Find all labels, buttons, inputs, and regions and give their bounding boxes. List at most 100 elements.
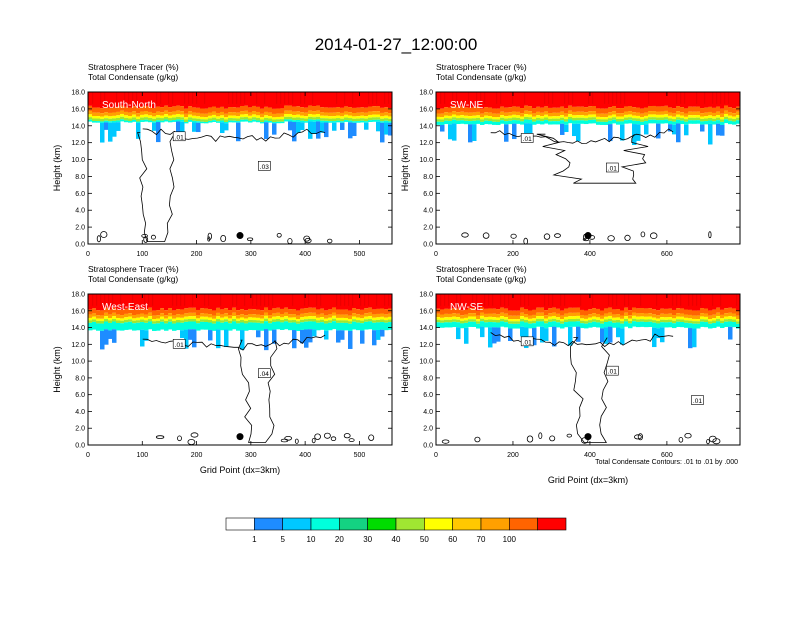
tracer-band-10 (672, 121, 677, 125)
tracer-band-70 (124, 106, 129, 112)
tracer-band-70 (584, 310, 589, 316)
tracer-band-10 (664, 322, 669, 328)
tracer-band-70 (152, 107, 157, 114)
tracer-band-60 (328, 112, 333, 117)
tracer-band-70 (476, 106, 481, 112)
tracer-band-60 (208, 314, 213, 318)
tracer-band-30 (728, 318, 733, 322)
tracer-band-40 (320, 115, 325, 119)
tracer-band-70 (268, 107, 273, 113)
tracer-streak (236, 92, 238, 104)
tracer-band-100 (528, 294, 533, 311)
tracer-streak (352, 92, 354, 104)
tracer-streak (312, 92, 314, 104)
tracer-band-100 (732, 92, 737, 109)
tracer-intrusion (320, 122, 325, 133)
tracer-band-30 (640, 119, 645, 122)
tracer-band-70 (108, 309, 113, 315)
tracer-band-40 (564, 116, 569, 120)
tracer-band-60 (728, 312, 733, 317)
tracer-band-40 (476, 115, 481, 118)
tracer-band-100 (724, 294, 729, 309)
tracer-band-100 (384, 294, 389, 310)
tracer-band-40 (172, 114, 177, 118)
tracer-band-100 (368, 92, 373, 107)
surface-contour (474, 436, 481, 443)
tracer-band-40 (312, 114, 317, 118)
tracer-band-30 (672, 320, 677, 324)
tracer-band-30 (444, 319, 449, 323)
tracer-band-100 (112, 92, 117, 108)
tracer-band-60 (260, 113, 265, 118)
tracer-band-40 (164, 318, 169, 321)
tracer-band-70 (196, 309, 201, 316)
tracer-intrusion (104, 329, 109, 345)
tracer-band-10 (168, 321, 173, 330)
tracer-band-70 (240, 105, 245, 112)
tracer-band-10 (480, 121, 485, 125)
tracer-band-60 (496, 314, 501, 318)
tracer-band-70 (284, 307, 289, 313)
tracer-band-10 (536, 321, 541, 327)
tracer-band-30 (648, 117, 653, 120)
tracer-band-10 (260, 121, 265, 124)
tracer-band-30 (476, 117, 481, 121)
y-tick-label: 2.0 (423, 225, 433, 232)
contour-label: .01 (608, 166, 617, 173)
tracer-band-60 (588, 314, 593, 318)
tracer-band-30 (464, 320, 469, 323)
tracer-band-70 (100, 310, 105, 316)
tracer-band-60 (100, 113, 105, 117)
tracer-band-10 (312, 119, 317, 122)
tracer-band-40 (272, 316, 277, 320)
tracer-band-40 (548, 316, 553, 320)
tracer-band-60 (480, 113, 485, 118)
tracer-streak (656, 294, 658, 306)
tracer-band-10 (656, 120, 661, 124)
tracer-band-100 (560, 92, 565, 107)
tracer-band-40 (668, 317, 673, 320)
tracer-band-40 (692, 318, 697, 322)
tracer-band-40 (680, 316, 685, 320)
tracer-band-70 (468, 107, 473, 113)
tracer-band-10 (280, 121, 285, 124)
tracer-band-70 (684, 309, 689, 315)
tracer-band-60 (248, 313, 253, 318)
tracer-band-10 (316, 322, 321, 331)
tracer-band-60 (580, 314, 585, 319)
tracer-band-60 (504, 112, 509, 117)
tracer-band-10 (376, 322, 381, 330)
tracer-band-10 (320, 322, 325, 330)
tracer-band-70 (216, 307, 221, 313)
tracer-intrusion (684, 124, 689, 136)
tracer-band-70 (140, 106, 145, 112)
tracer-band-10 (464, 322, 469, 328)
tracer-band-100 (480, 294, 485, 308)
tracer-band-40 (480, 117, 485, 120)
tracer-band-100 (256, 92, 261, 107)
tracer-band-30 (552, 118, 557, 122)
tracer-band-10 (356, 121, 361, 123)
tracer-band-60 (516, 315, 521, 320)
page-title: 2014-01-27_12:00:00 (315, 35, 478, 54)
tracer-band-10 (148, 120, 153, 123)
tracer-band-30 (456, 319, 461, 323)
chart-panel-0: Stratosphere Tracer (%)Total Condensate … (52, 62, 393, 258)
tracer-band-10 (256, 120, 261, 123)
tracer-band-100 (136, 294, 141, 310)
tracer-band-100 (636, 92, 641, 108)
tracer-streak (544, 294, 546, 306)
tracer-band-100 (516, 294, 521, 311)
tracer-band-30 (204, 119, 209, 122)
tracer-band-10 (708, 323, 713, 329)
tracer-band-100 (188, 92, 193, 107)
tracer-streak (580, 294, 582, 306)
tracer-band-100 (620, 294, 625, 311)
tracer-band-30 (476, 321, 481, 324)
tracer-band-30 (516, 321, 521, 324)
tracer-band-30 (652, 320, 657, 323)
panel-title-line1: Stratosphere Tracer (%) (88, 264, 179, 274)
tracer-band-60 (472, 112, 477, 116)
tracer-band-100 (476, 294, 481, 311)
tracer-band-100 (460, 92, 465, 107)
